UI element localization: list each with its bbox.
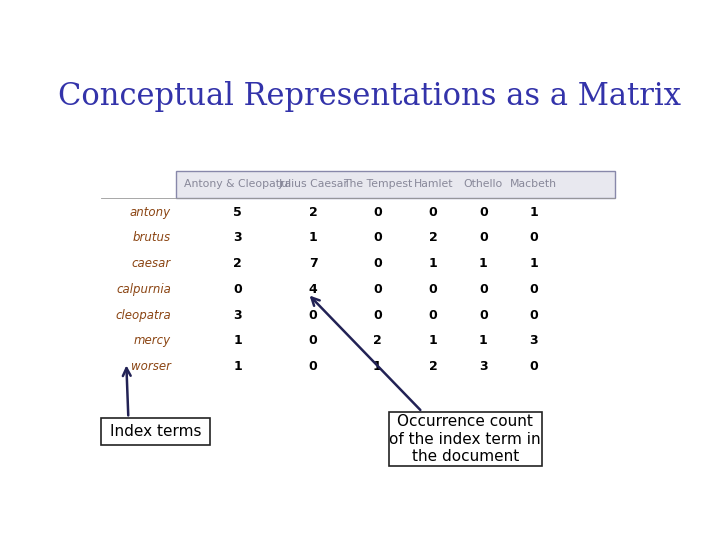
- Text: 0: 0: [479, 309, 487, 322]
- Text: Index terms: Index terms: [110, 424, 202, 439]
- Text: brutus: brutus: [132, 231, 171, 244]
- Text: 0: 0: [309, 309, 318, 322]
- Text: Conceptual Representations as a Matrix: Conceptual Representations as a Matrix: [58, 82, 680, 112]
- Text: 0: 0: [373, 257, 382, 270]
- Text: 2: 2: [429, 231, 438, 244]
- FancyBboxPatch shape: [176, 171, 615, 198]
- Text: 0: 0: [373, 206, 382, 219]
- Text: caesar: caesar: [132, 257, 171, 270]
- Text: 3: 3: [233, 309, 242, 322]
- Text: 1: 1: [529, 206, 538, 219]
- Text: 3: 3: [233, 231, 242, 244]
- Text: 1: 1: [309, 231, 318, 244]
- Text: 0: 0: [429, 206, 438, 219]
- Text: 2: 2: [233, 257, 242, 270]
- Text: mercy: mercy: [134, 334, 171, 347]
- Text: antony: antony: [130, 206, 171, 219]
- Text: 7: 7: [309, 257, 318, 270]
- Text: 0: 0: [309, 334, 318, 347]
- Text: Julius Caesar: Julius Caesar: [278, 179, 348, 190]
- Text: 2: 2: [373, 334, 382, 347]
- Text: 1: 1: [429, 257, 438, 270]
- Text: cleopatra: cleopatra: [115, 309, 171, 322]
- Text: 0: 0: [479, 283, 487, 296]
- Text: 0: 0: [373, 231, 382, 244]
- Text: 1: 1: [373, 360, 382, 373]
- Text: The Tempest: The Tempest: [343, 179, 412, 190]
- Text: 0: 0: [529, 283, 538, 296]
- Text: 4: 4: [309, 283, 318, 296]
- Text: 1: 1: [233, 334, 242, 347]
- Text: 0: 0: [429, 309, 438, 322]
- Text: 0: 0: [373, 309, 382, 322]
- Text: 0: 0: [233, 283, 242, 296]
- Text: 0: 0: [429, 283, 438, 296]
- Text: Othello: Othello: [464, 179, 503, 190]
- Text: 1: 1: [233, 360, 242, 373]
- Text: 0: 0: [373, 283, 382, 296]
- Text: 2: 2: [309, 206, 318, 219]
- Text: 0: 0: [529, 309, 538, 322]
- Text: Occurrence count
of the index term in
the document: Occurrence count of the index term in th…: [390, 414, 541, 464]
- Text: Macbeth: Macbeth: [510, 179, 557, 190]
- Text: 0: 0: [529, 360, 538, 373]
- Text: 0: 0: [479, 231, 487, 244]
- FancyBboxPatch shape: [389, 412, 542, 466]
- Text: 2: 2: [429, 360, 438, 373]
- Text: 1: 1: [479, 334, 487, 347]
- Text: 5: 5: [233, 206, 242, 219]
- Text: 0: 0: [529, 231, 538, 244]
- Text: 1: 1: [429, 334, 438, 347]
- Text: 3: 3: [529, 334, 538, 347]
- Text: 0: 0: [479, 206, 487, 219]
- Text: calpurnia: calpurnia: [116, 283, 171, 296]
- FancyBboxPatch shape: [101, 418, 210, 446]
- Text: 3: 3: [479, 360, 487, 373]
- Text: 0: 0: [309, 360, 318, 373]
- Text: 1: 1: [529, 257, 538, 270]
- Text: 1: 1: [479, 257, 487, 270]
- Text: Hamlet: Hamlet: [413, 179, 453, 190]
- Text: worser: worser: [131, 360, 171, 373]
- Text: Antony & Cleopatra: Antony & Cleopatra: [184, 179, 292, 190]
